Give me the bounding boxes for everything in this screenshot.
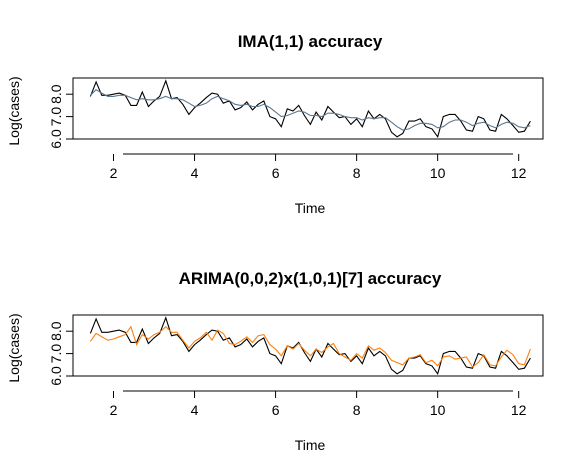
series-line-2 xyxy=(90,89,531,131)
x-tick-label: 10 xyxy=(430,165,446,181)
x-tick-label: 8 xyxy=(353,402,361,418)
series-line-1 xyxy=(89,79,531,139)
x-tick-label: 2 xyxy=(110,165,118,181)
panel-2: ARIMA(0,0,2)x(1,0,1)[7] accuracy 2 4 6 8 10 1… xyxy=(6,269,544,453)
y-axis-label: Log(cases) xyxy=(6,76,22,145)
x-tick-label: 4 xyxy=(191,402,199,418)
series-line-1 xyxy=(89,316,531,376)
x-tick-label: 12 xyxy=(511,402,527,418)
x-tick-label: 2 xyxy=(110,402,118,418)
series-group xyxy=(89,316,531,376)
y-axis: 6.0 7.0 8.0 xyxy=(48,320,74,386)
series-line-2 xyxy=(89,325,531,368)
y-tick-label: 8.0 xyxy=(48,84,64,104)
x-tick-label: 8 xyxy=(353,165,361,181)
x-axis-label: Time xyxy=(295,200,326,216)
x-tick-label: 6 xyxy=(272,165,280,181)
y-axis-label: Log(cases) xyxy=(6,313,22,382)
y-tick-label: 7.0 xyxy=(48,344,64,364)
x-tick-label: 6 xyxy=(272,402,280,418)
y-tick-label: 6.0 xyxy=(48,366,64,386)
chart-title: IMA(1,1) accuracy xyxy=(238,32,383,51)
y-tick-label: 8.0 xyxy=(48,321,64,341)
x-tick-label: 4 xyxy=(191,165,199,181)
x-axis: 2 4 6 8 10 12 xyxy=(110,153,527,181)
x-axis: 2 4 6 8 10 12 xyxy=(110,390,527,418)
x-axis-label: Time xyxy=(295,437,326,453)
series-group xyxy=(89,79,531,139)
x-tick-label: 12 xyxy=(511,165,527,181)
y-axis: 6.0 7.0 8.0 xyxy=(48,83,74,149)
y-tick-label: 7.0 xyxy=(48,107,64,127)
panel-1: IMA(1,1) accuracy 2 4 6 8 10 12 6.0 7.0 8.0 Tim… xyxy=(6,32,544,216)
y-tick-label: 6.0 xyxy=(48,129,64,149)
chart-title: ARIMA(0,0,2)x(1,0,1)[7] accuracy xyxy=(179,269,442,288)
x-tick-label: 10 xyxy=(430,402,446,418)
